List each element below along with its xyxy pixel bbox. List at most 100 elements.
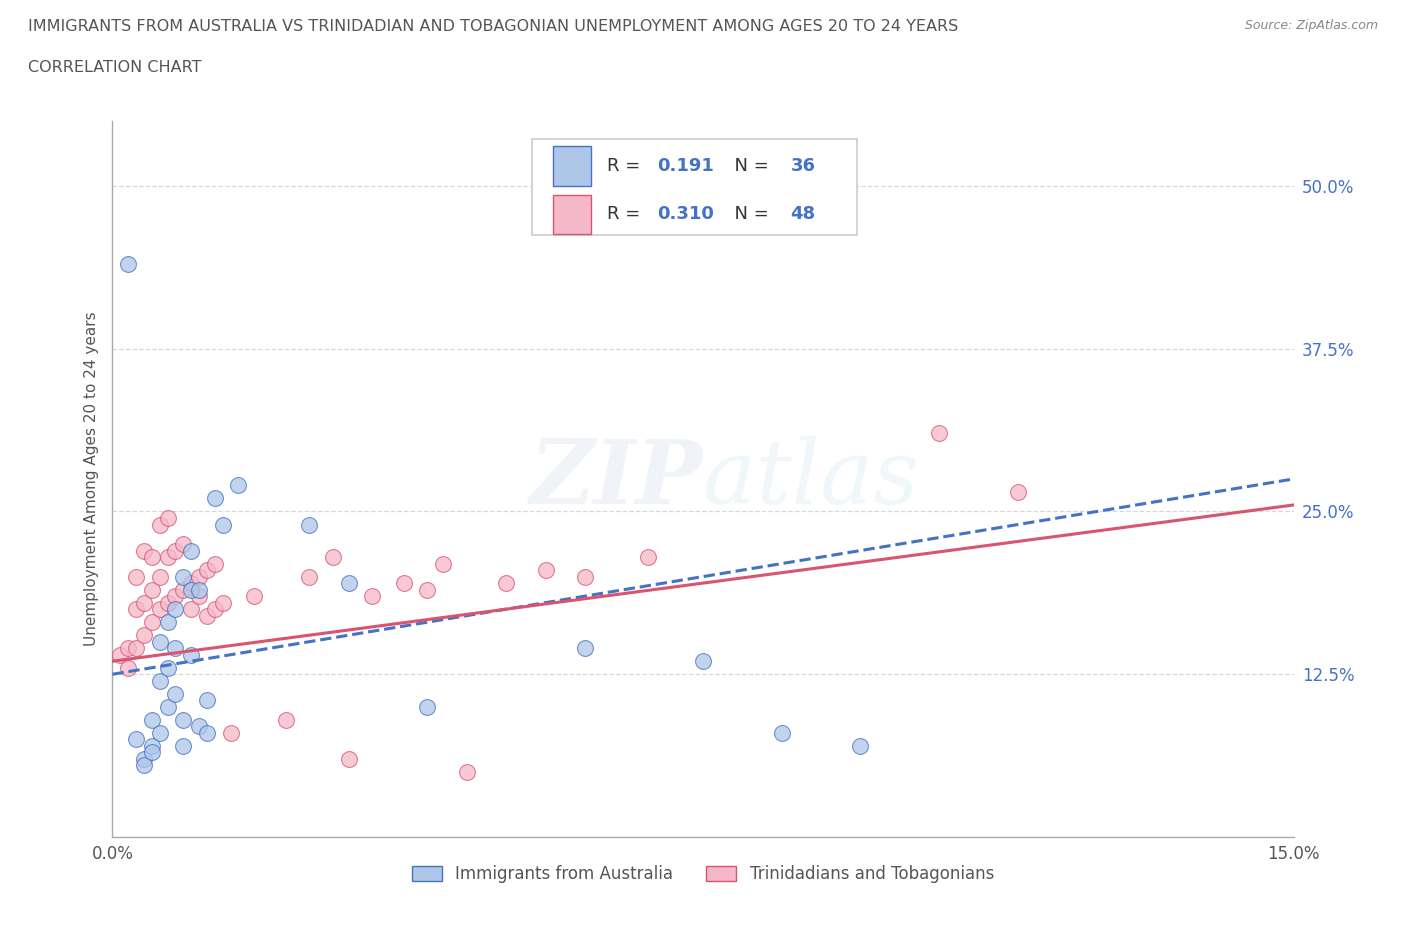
- Point: [132, 758, 155, 773]
- Point: [211, 595, 233, 610]
- Point: [637, 550, 659, 565]
- Point: [188, 589, 211, 604]
- Point: [132, 628, 155, 643]
- Point: [132, 595, 155, 610]
- Text: 36: 36: [790, 157, 815, 175]
- Point: [172, 712, 194, 727]
- Point: [165, 543, 187, 558]
- Point: [180, 543, 202, 558]
- Point: [156, 595, 179, 610]
- Point: [432, 556, 454, 571]
- Point: [211, 517, 233, 532]
- Text: CORRELATION CHART: CORRELATION CHART: [28, 60, 201, 75]
- Point: [298, 569, 321, 584]
- Point: [132, 543, 155, 558]
- Point: [228, 478, 250, 493]
- Y-axis label: Unemployment Among Ages 20 to 24 years: Unemployment Among Ages 20 to 24 years: [83, 312, 98, 646]
- Point: [849, 738, 872, 753]
- Point: [149, 569, 172, 584]
- Text: Source: ZipAtlas.com: Source: ZipAtlas.com: [1244, 19, 1378, 32]
- Point: [195, 693, 218, 708]
- Point: [141, 615, 163, 630]
- Point: [141, 745, 163, 760]
- Point: [534, 563, 557, 578]
- Point: [180, 576, 202, 591]
- Point: [195, 608, 218, 623]
- Point: [125, 602, 148, 617]
- Point: [928, 426, 950, 441]
- Point: [156, 550, 179, 565]
- Point: [172, 569, 194, 584]
- Point: [770, 725, 793, 740]
- Point: [188, 569, 211, 584]
- Point: [149, 517, 172, 532]
- Point: [416, 699, 439, 714]
- Point: [172, 537, 194, 551]
- Point: [195, 725, 218, 740]
- Point: [574, 641, 596, 656]
- Point: [156, 615, 179, 630]
- Point: [392, 576, 415, 591]
- Point: [165, 641, 187, 656]
- Text: IMMIGRANTS FROM AUSTRALIA VS TRINIDADIAN AND TOBAGONIAN UNEMPLOYMENT AMONG AGES : IMMIGRANTS FROM AUSTRALIA VS TRINIDADIAN…: [28, 19, 959, 33]
- Point: [274, 712, 297, 727]
- Point: [149, 602, 172, 617]
- Point: [165, 686, 187, 701]
- Point: [117, 641, 139, 656]
- Point: [156, 699, 179, 714]
- Text: N =: N =: [723, 206, 775, 223]
- Point: [165, 589, 187, 604]
- Point: [180, 647, 202, 662]
- Point: [180, 582, 202, 597]
- Point: [149, 634, 172, 649]
- Point: [156, 511, 179, 525]
- Text: 0.191: 0.191: [657, 157, 714, 175]
- Bar: [553, 194, 591, 234]
- Text: R =: R =: [607, 206, 647, 223]
- Point: [188, 582, 211, 597]
- Point: [692, 654, 714, 669]
- Point: [132, 751, 155, 766]
- Point: [298, 517, 321, 532]
- Point: [1007, 485, 1029, 499]
- Bar: [553, 146, 591, 186]
- Point: [156, 660, 179, 675]
- Point: [180, 602, 202, 617]
- Point: [416, 582, 439, 597]
- Text: R =: R =: [607, 157, 647, 175]
- Legend: Immigrants from Australia, Trinidadians and Tobagonians: Immigrants from Australia, Trinidadians …: [405, 858, 1001, 889]
- Point: [219, 725, 242, 740]
- Point: [172, 738, 194, 753]
- Point: [188, 719, 211, 734]
- Point: [195, 563, 218, 578]
- Point: [141, 582, 163, 597]
- Point: [495, 576, 517, 591]
- Point: [204, 602, 226, 617]
- Text: 0.310: 0.310: [657, 206, 714, 223]
- Point: [361, 589, 384, 604]
- Point: [117, 660, 139, 675]
- Point: [165, 602, 187, 617]
- Point: [141, 712, 163, 727]
- Point: [141, 550, 163, 565]
- Point: [125, 732, 148, 747]
- Text: atlas: atlas: [703, 435, 918, 523]
- Point: [125, 641, 148, 656]
- Point: [204, 491, 226, 506]
- Point: [337, 751, 360, 766]
- Point: [456, 764, 478, 779]
- Text: N =: N =: [723, 157, 775, 175]
- Point: [149, 725, 172, 740]
- Point: [125, 569, 148, 584]
- Point: [110, 647, 132, 662]
- Text: ZIP: ZIP: [530, 435, 703, 523]
- Point: [117, 257, 139, 272]
- Point: [141, 738, 163, 753]
- Point: [322, 550, 344, 565]
- Point: [149, 673, 172, 688]
- Point: [172, 582, 194, 597]
- FancyBboxPatch shape: [531, 139, 856, 235]
- Point: [243, 589, 266, 604]
- Text: 48: 48: [790, 206, 815, 223]
- Point: [204, 556, 226, 571]
